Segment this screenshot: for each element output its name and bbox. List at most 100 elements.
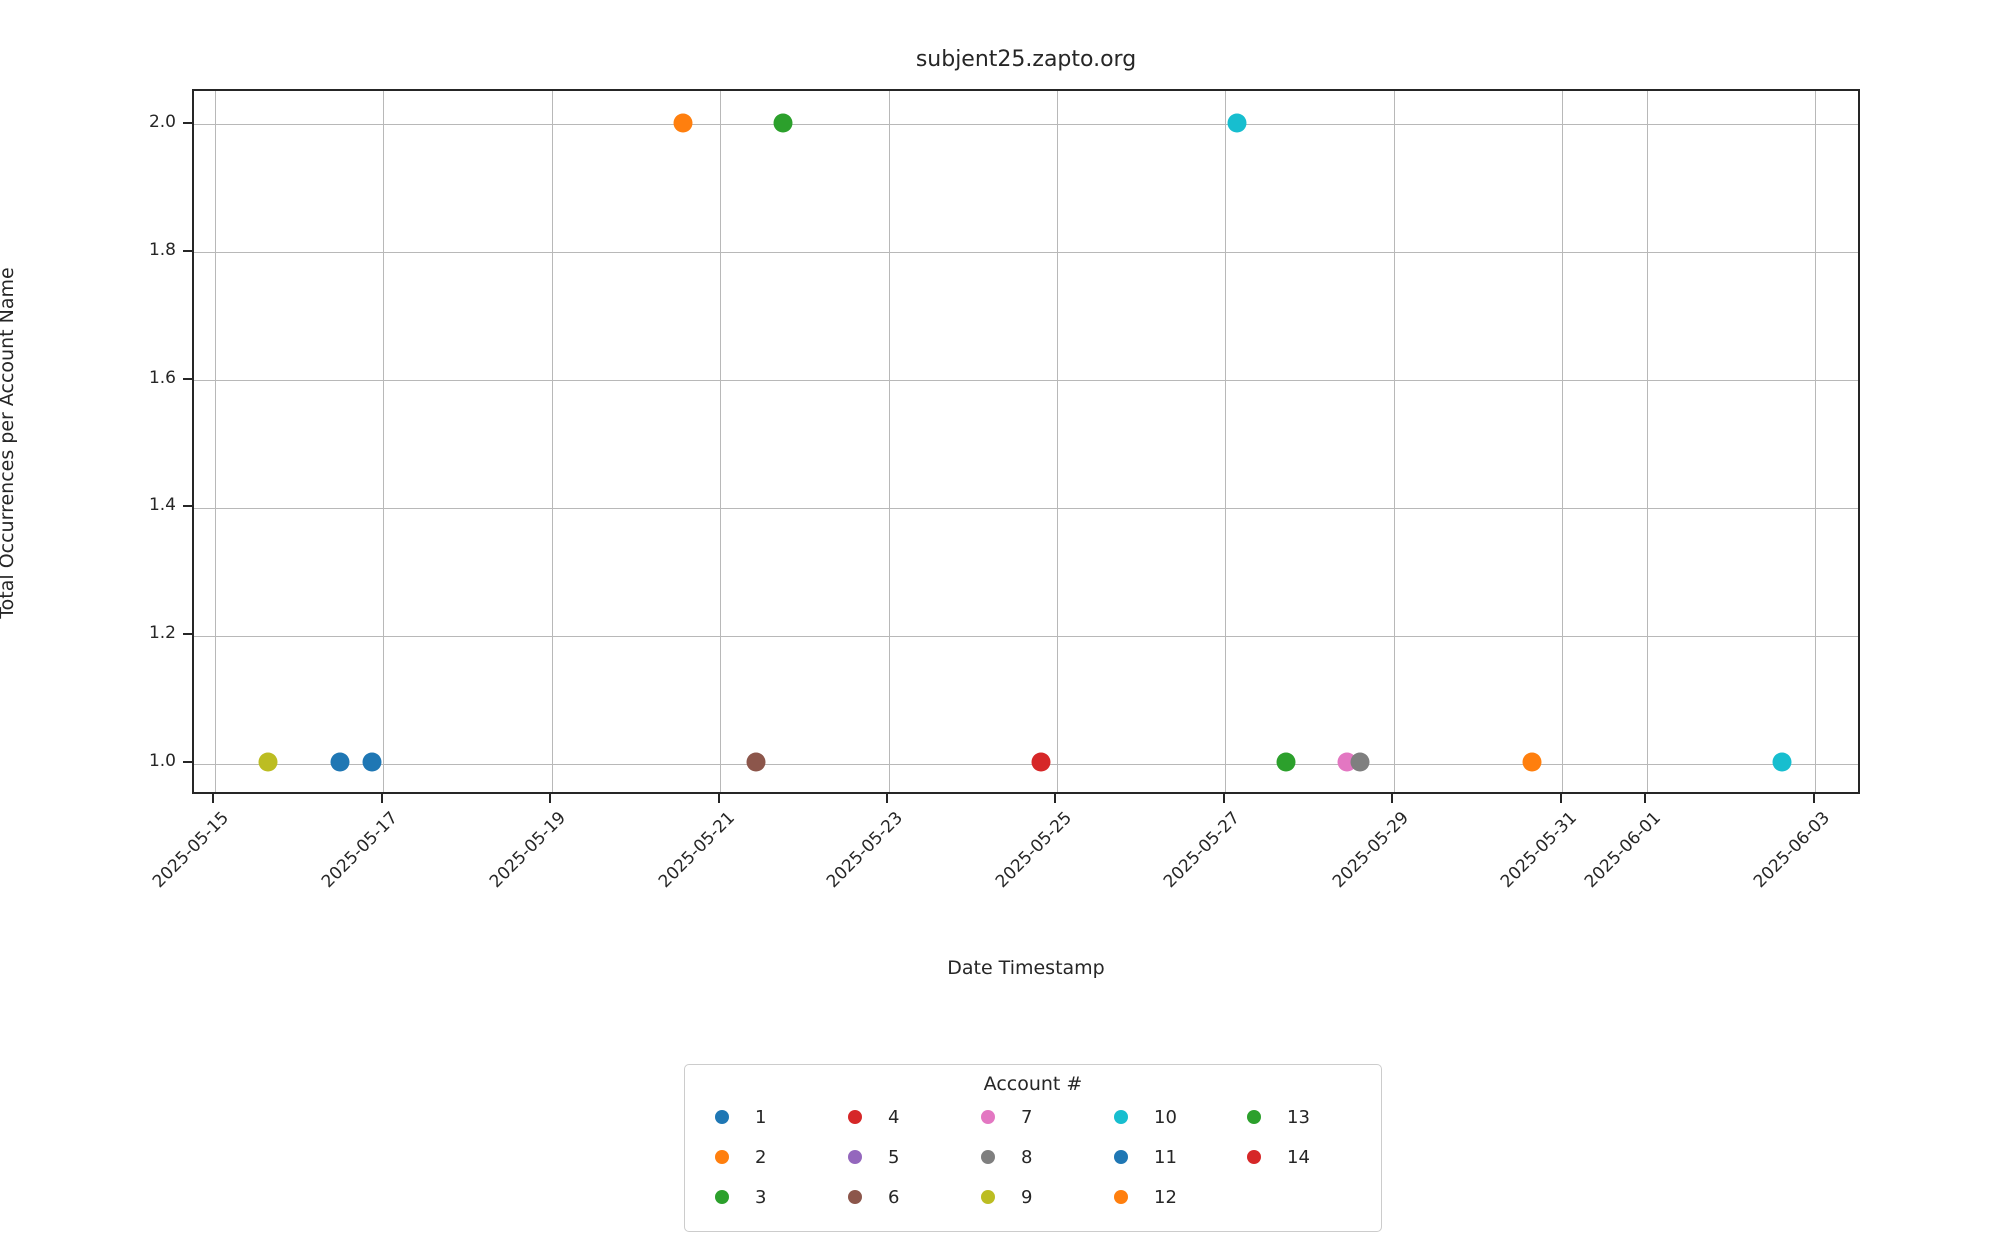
legend-entry-label: 14 bbox=[1287, 1146, 1310, 1168]
x-gridline bbox=[1393, 91, 1395, 792]
y-tick-label: 1.4 bbox=[148, 495, 176, 516]
legend-marker-icon bbox=[1247, 1150, 1261, 1164]
legend-entry: 10 bbox=[1106, 1097, 1239, 1137]
x-tick-mark bbox=[1222, 794, 1225, 803]
y-tick-mark bbox=[183, 633, 192, 636]
scatter-point bbox=[1772, 752, 1792, 772]
legend-marker-icon bbox=[981, 1150, 995, 1164]
y-tick-label: 1.8 bbox=[148, 239, 176, 260]
x-tick-label: 2025-05-25 bbox=[991, 808, 1076, 893]
legend-marker-icon bbox=[715, 1110, 729, 1124]
legend-entry: 1 bbox=[707, 1097, 840, 1137]
legend-entry: 12 bbox=[1106, 1177, 1239, 1217]
scatter-point bbox=[746, 752, 766, 772]
x-tick-mark bbox=[717, 794, 720, 803]
y-axis-label: Total Occurrences per Account Name bbox=[0, 267, 18, 619]
legend-entry: 14 bbox=[1239, 1137, 1372, 1177]
x-tick-label: 2025-05-23 bbox=[823, 808, 908, 893]
legend-marker-icon bbox=[848, 1150, 862, 1164]
y-tick-mark bbox=[183, 377, 192, 380]
legend-entry-label: 12 bbox=[1154, 1186, 1177, 1208]
x-tick-mark bbox=[1812, 794, 1815, 803]
legend-entry-label: 6 bbox=[888, 1186, 900, 1208]
y-tick-label: 1.0 bbox=[148, 751, 176, 772]
legend-entry: 13 bbox=[1239, 1097, 1372, 1137]
legend-entry: 6 bbox=[840, 1177, 973, 1217]
legend-entry-label: 1 bbox=[755, 1106, 767, 1128]
y-tick-mark bbox=[183, 121, 192, 124]
legend-entry-label: 9 bbox=[1021, 1186, 1033, 1208]
scatter-point bbox=[773, 113, 793, 133]
y-gridline bbox=[194, 124, 1858, 126]
legend-title: Account # bbox=[983, 1073, 1083, 1095]
legend-marker-icon bbox=[1114, 1110, 1128, 1124]
x-tick-mark bbox=[886, 794, 888, 803]
legend-marker-icon bbox=[1114, 1190, 1128, 1204]
x-gridline bbox=[1815, 91, 1817, 792]
legend-marker-icon bbox=[981, 1110, 995, 1124]
x-tick-label: 2025-05-15 bbox=[149, 808, 234, 893]
legend: Account # 1 2 3 4 5 6 7 8 9 10 11 12 13 14 bbox=[684, 1064, 1382, 1232]
scatter-point bbox=[1276, 752, 1296, 772]
legend-entry-label: 8 bbox=[1021, 1146, 1033, 1168]
legend-grid: 1 2 3 4 5 6 7 8 9 10 11 12 13 14 bbox=[707, 1097, 1381, 1217]
legend-entry-label: 4 bbox=[888, 1106, 900, 1128]
legend-marker-icon bbox=[715, 1190, 729, 1204]
x-tick-mark bbox=[1054, 794, 1057, 803]
y-tick-mark bbox=[183, 249, 192, 252]
legend-marker-icon bbox=[981, 1190, 995, 1204]
legend-entry-label: 7 bbox=[1021, 1106, 1033, 1128]
y-tick-mark bbox=[183, 505, 192, 508]
x-gridline bbox=[1225, 91, 1227, 792]
legend-entry-label: 11 bbox=[1154, 1146, 1177, 1168]
x-tick-label: 2025-05-27 bbox=[1160, 808, 1245, 893]
y-gridline bbox=[194, 252, 1858, 254]
legend-entry-label: 2 bbox=[755, 1146, 767, 1168]
y-tick-mark bbox=[183, 761, 192, 764]
x-tick-mark bbox=[1644, 794, 1647, 803]
scatter-point bbox=[673, 113, 693, 133]
legend-marker-icon bbox=[848, 1110, 862, 1124]
legend-marker-icon bbox=[848, 1190, 862, 1204]
x-tick-mark bbox=[549, 794, 552, 803]
chart-title: subjent25.zapto.org bbox=[915, 47, 1137, 72]
legend-entry: 7 bbox=[973, 1097, 1106, 1137]
plot-area bbox=[192, 89, 1860, 794]
legend-entry: 11 bbox=[1106, 1137, 1239, 1177]
x-tick-label: 2025-06-01 bbox=[1581, 808, 1666, 893]
x-tick-label: 2025-05-19 bbox=[486, 808, 571, 893]
x-tick-label: 2025-05-21 bbox=[654, 808, 739, 893]
x-gridline bbox=[1056, 91, 1058, 792]
scatter-point bbox=[1522, 752, 1542, 772]
legend-entry: 8 bbox=[973, 1137, 1106, 1177]
legend-entry-label: 3 bbox=[755, 1186, 767, 1208]
x-gridline bbox=[383, 91, 385, 792]
x-tick-mark bbox=[212, 794, 215, 803]
y-tick-label: 1.6 bbox=[148, 367, 176, 388]
legend-marker-icon bbox=[715, 1150, 729, 1164]
legend-marker-icon bbox=[1114, 1150, 1128, 1164]
x-tick-label: 2025-05-31 bbox=[1497, 808, 1582, 893]
legend-marker-icon bbox=[1247, 1110, 1261, 1124]
scatter-point bbox=[1031, 752, 1051, 772]
scatter-point bbox=[1227, 113, 1247, 133]
x-tick-mark bbox=[1391, 794, 1394, 803]
legend-entry: 9 bbox=[973, 1177, 1106, 1217]
legend-entry-label: 5 bbox=[888, 1146, 900, 1168]
legend-entry-label: 10 bbox=[1154, 1106, 1177, 1128]
scatter-point bbox=[258, 752, 278, 772]
x-tick-label: 2025-05-17 bbox=[317, 808, 402, 893]
x-tick-label: 2025-06-03 bbox=[1749, 808, 1834, 893]
y-gridline bbox=[194, 507, 1858, 509]
x-gridline bbox=[720, 91, 721, 792]
x-gridline bbox=[214, 91, 216, 792]
legend-entry: 5 bbox=[840, 1137, 973, 1177]
legend-entry: 4 bbox=[840, 1097, 973, 1137]
x-tick-mark bbox=[380, 794, 383, 803]
y-gridline bbox=[194, 763, 1858, 765]
y-gridline bbox=[194, 380, 1858, 382]
scatter-point bbox=[1350, 752, 1370, 772]
x-gridline bbox=[551, 91, 553, 792]
scatter-point bbox=[330, 752, 350, 772]
